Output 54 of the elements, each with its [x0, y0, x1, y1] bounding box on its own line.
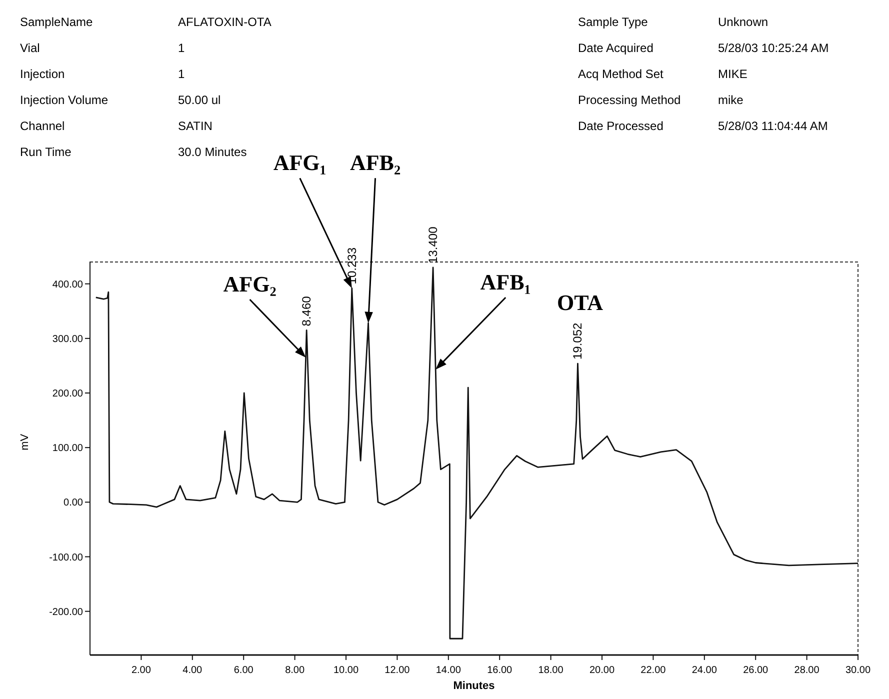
text: Acq Method Set: [578, 67, 664, 81]
x-tick-label: 10.00: [333, 665, 359, 676]
x-tick-label: 28.00: [794, 665, 820, 676]
text: Injection Volume: [20, 93, 108, 107]
x-tick-label: 16.00: [487, 665, 513, 676]
y-tick-label: 100.00: [52, 443, 84, 454]
x-axis-title: Minutes: [453, 680, 495, 692]
y-tick-label: -200.00: [49, 606, 84, 618]
text: MIKE: [718, 67, 748, 81]
x-tick-label: 22.00: [640, 665, 666, 676]
x-tick-label: 26.00: [743, 665, 769, 676]
x-tick-label: 30.00: [845, 665, 871, 676]
x-tick-label: 2.00: [131, 665, 152, 676]
annotation: OTA: [556, 290, 604, 315]
annotation: AFB₂: [350, 150, 401, 176]
text: Sample Type: [578, 15, 648, 29]
x-tick-label: 4.00: [182, 665, 203, 676]
text: mike: [718, 93, 744, 107]
text: Date Acquired: [578, 41, 654, 55]
text: 50.00 ul: [178, 93, 221, 107]
text: SATIN: [178, 119, 212, 133]
x-tick-label: 20.00: [589, 665, 615, 676]
text: 5/28/03 11:04:44 AM: [718, 119, 828, 133]
text: Unknown: [718, 15, 768, 29]
text: Processing Method: [578, 93, 681, 107]
y-tick-label: 200.00: [52, 388, 84, 400]
text: AFLATOXIN-OTA: [178, 15, 272, 29]
x-tick-label: 8.00: [285, 665, 305, 676]
text: Channel: [20, 119, 65, 133]
y-tick-label: 400.00: [52, 279, 84, 290]
y-axis-title: mV: [19, 433, 31, 450]
x-tick-label: 6.00: [234, 665, 254, 676]
text: Run Time: [20, 145, 72, 159]
text: Injection: [20, 67, 65, 81]
y-tick-label: 0.00: [64, 498, 84, 509]
text: 1: [178, 41, 185, 55]
x-tick-label: 14.00: [436, 665, 462, 676]
text: Date Processed: [578, 119, 664, 133]
y-tick-label: 300.00: [52, 334, 84, 345]
y-tick-label: -100.00: [49, 552, 84, 564]
x-tick-label: 24.00: [692, 665, 718, 676]
text: 1: [178, 67, 185, 81]
annotation: AFB₁: [480, 270, 531, 295]
text: 30.0 Minutes: [178, 145, 247, 159]
text: Vial: [20, 41, 40, 55]
x-tick-label: 12.00: [384, 665, 410, 676]
text: SampleName: [20, 15, 94, 29]
text: 5/28/03 10:25:24 AM: [718, 41, 829, 55]
annotation: 19.052: [570, 322, 585, 360]
annotation: AFG₁: [273, 150, 326, 176]
x-tick-label: 18.00: [538, 665, 564, 676]
annotation: AFG₂: [223, 272, 277, 297]
annotation: 8.460: [300, 296, 314, 326]
annotation: 13.400: [426, 226, 440, 264]
